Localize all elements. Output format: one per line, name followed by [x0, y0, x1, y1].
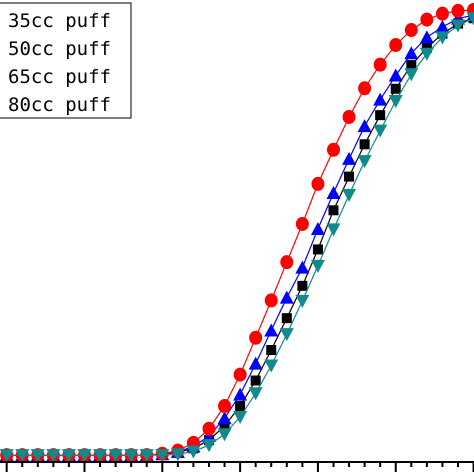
data-point — [295, 216, 309, 231]
legend: 35cc puff 50cc puff 65cc puff 80cc puff — [0, 2, 132, 119]
data-point — [217, 411, 232, 425]
plot-area — [0, 3, 474, 472]
data-point — [420, 12, 434, 27]
data-point — [46, 449, 61, 463]
data-point — [219, 421, 230, 432]
data-point — [406, 60, 417, 71]
data-point — [233, 367, 247, 382]
data-point — [186, 445, 201, 459]
data-point — [388, 95, 403, 109]
data-point — [235, 401, 246, 412]
data-point — [388, 68, 403, 82]
legend-entry-2: 65cc puff — [8, 66, 111, 88]
data-point — [297, 280, 308, 291]
data-point — [61, 449, 76, 463]
legend-entry-3: 80cc puff — [8, 94, 111, 116]
data-point — [310, 259, 325, 273]
data-point — [280, 255, 294, 270]
data-point — [404, 46, 419, 60]
data-point — [266, 345, 277, 356]
data-point — [342, 109, 356, 124]
data-point — [279, 290, 294, 304]
data-point — [435, 31, 450, 45]
data-point — [218, 399, 232, 414]
data-point — [373, 92, 388, 106]
data-point — [233, 387, 248, 401]
data-point — [326, 142, 340, 157]
data-point — [250, 375, 261, 386]
data-point — [170, 448, 185, 462]
legend-box — [0, 2, 132, 119]
data-point — [264, 359, 279, 373]
data-point — [233, 410, 248, 424]
data-point — [435, 19, 450, 33]
data-point — [15, 449, 30, 463]
data-point — [357, 155, 372, 169]
data-point — [30, 449, 45, 463]
data-point — [310, 221, 325, 235]
data-point — [373, 57, 387, 72]
data-point — [328, 205, 339, 216]
data-point — [139, 449, 154, 463]
data-point — [124, 449, 139, 463]
data-point — [435, 6, 449, 21]
data-point — [281, 313, 292, 324]
data-point — [217, 428, 232, 442]
data-point — [249, 330, 263, 345]
legend-entry-0: 35cc puff — [8, 10, 111, 32]
data-point — [419, 47, 434, 61]
data-point — [375, 110, 386, 121]
series-3 — [0, 12, 474, 463]
data-point — [248, 387, 263, 401]
data-point — [451, 3, 465, 18]
data-point — [248, 356, 263, 370]
data-point — [311, 176, 325, 191]
data-point — [279, 328, 294, 342]
data-point — [326, 223, 341, 237]
data-point — [202, 421, 216, 436]
data-point — [201, 439, 216, 453]
data-point — [295, 294, 310, 308]
data-point — [108, 449, 123, 463]
data-point — [264, 323, 279, 337]
data-point — [358, 81, 372, 96]
data-point — [390, 83, 401, 94]
data-point — [359, 139, 370, 150]
data-point — [389, 38, 403, 53]
data-point — [312, 244, 323, 255]
data-point — [77, 449, 92, 463]
data-point — [342, 188, 357, 202]
data-point — [404, 68, 419, 82]
data-point — [404, 23, 418, 38]
x-axis — [0, 461, 474, 472]
data-point — [0, 449, 14, 463]
data-point — [342, 151, 357, 165]
data-point — [450, 19, 465, 33]
data-point — [93, 449, 108, 463]
legend-entry-1: 50cc puff — [8, 38, 111, 60]
data-point — [419, 30, 434, 44]
data-point — [326, 185, 341, 199]
data-point — [155, 449, 170, 463]
data-point — [357, 119, 372, 133]
data-point — [264, 293, 278, 308]
data-point — [373, 124, 388, 138]
data-point — [344, 171, 355, 182]
data-point — [295, 260, 310, 274]
data-point — [466, 12, 474, 26]
series-layer — [0, 3, 474, 463]
